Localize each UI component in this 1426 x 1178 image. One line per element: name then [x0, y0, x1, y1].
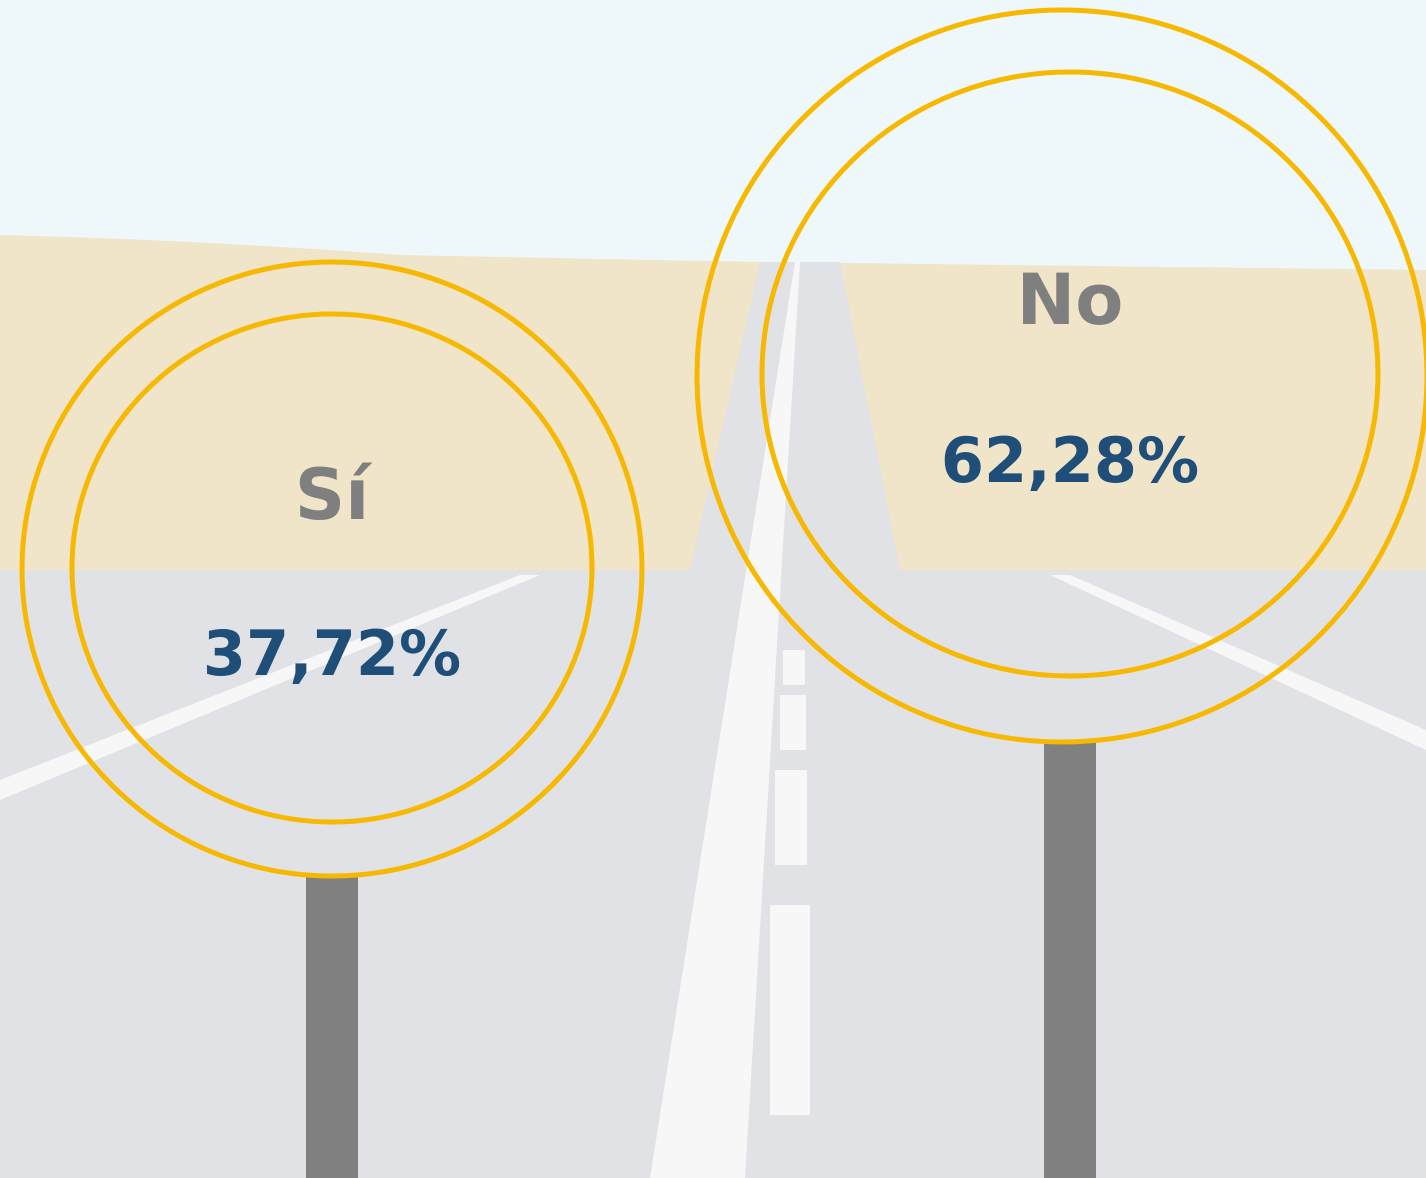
sign-value: 62,28% [941, 424, 1199, 497]
infographic: Sí 37,72% No 62,28% [0, 0, 1426, 1178]
sign-post [306, 876, 358, 1178]
sign-label: Sí [295, 454, 373, 536]
sign-label: No [1017, 259, 1124, 341]
lane-dash [780, 695, 806, 750]
page: {"signs": [ {"label": "Sí", "value": "37… [0, 0, 1426, 1178]
background [0, 0, 1426, 1178]
lane-dash [770, 905, 810, 1115]
sign-post [1044, 742, 1096, 1178]
lane-dash [775, 770, 807, 865]
sign-value: 37,72% [203, 617, 461, 690]
lane-dash [783, 650, 805, 685]
